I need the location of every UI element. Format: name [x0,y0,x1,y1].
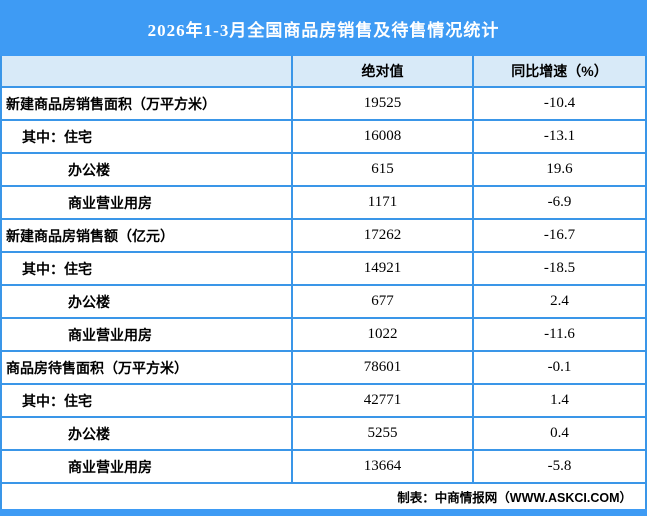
stats-table: 绝对值 同比增速（%） 新建商品房销售面积（万平方米） 19525 -10.4 其中：… [0,56,647,484]
column-header-absolute-value: 绝对值 [293,56,474,86]
table-row: 商业营业用房 1171 -6.9 [2,187,645,220]
absolute-value-cell: 615 [293,154,474,185]
table-row: 其中：住宅 16008 -13.1 [2,121,645,154]
absolute-value-cell: 1022 [293,319,474,350]
table-row: 商业营业用房 1022 -11.6 [2,319,645,352]
bottom-accent-bar [0,509,647,516]
table-row: 商业营业用房 13664 -5.8 [2,451,645,484]
column-header-empty [2,56,293,86]
absolute-value-cell: 14921 [293,253,474,284]
row-label: 其中：住宅 [2,121,293,152]
table-row: 商品房待售面积（万平方米） 78601 -0.1 [2,352,645,385]
absolute-value-cell: 1171 [293,187,474,218]
growth-rate-cell: -11.6 [544,326,575,342]
row-label: 办公楼 [2,154,293,185]
table-row: 办公楼 615 19.6 [2,154,645,187]
row-label: 新建商品房销售额（亿元） [2,220,293,251]
growth-rate-cell: 19.6 [546,161,573,177]
table-body: 新建商品房销售面积（万平方米） 19525 -10.4 其中：住宅 16008 -13.1… [2,88,645,484]
absolute-value-cell: 13664 [293,451,474,482]
absolute-value-cell: 17262 [293,220,474,251]
growth-rate-cell: 2.4 [550,293,569,309]
footer-row: 制表：中商情报网（WWW.ASKCI.COM） [0,484,647,509]
absolute-value-cell: 677 [293,286,474,317]
growth-rate-cell: -18.5 [543,260,576,276]
row-label: 办公楼 [2,286,293,317]
absolute-value-cell: 78601 [293,352,474,383]
growth-rate-cell: -0.1 [547,359,572,375]
absolute-value-cell: 42771 [293,385,474,416]
footer-credit: 制表：中商情报网（WWW.ASKCI.COM） [397,491,632,505]
row-label: 商业营业用房 [2,451,293,482]
row-label: 其中：住宅 [2,385,293,416]
absolute-value-cell: 19525 [293,88,474,119]
row-label: 商业营业用房 [2,187,293,218]
table-row: 办公楼 677 2.4 [2,286,645,319]
table-row: 新建商品房销售额（亿元） 17262 -16.7 [2,220,645,253]
growth-rate-cell: -5.8 [547,458,572,474]
row-label: 新建商品房销售面积（万平方米） [2,88,293,119]
table-row: 其中：住宅 14921 -18.5 [2,253,645,286]
growth-rate-cell: -13.1 [543,128,576,144]
table-header-row: 绝对值 同比增速（%） [2,56,645,88]
row-label: 商品房待售面积（万平方米） [2,352,293,383]
growth-rate-cell: -16.7 [543,227,576,243]
growth-rate-cell: 1.4 [550,392,569,408]
growth-rate-cell: 0.4 [550,425,569,441]
row-label: 其中：住宅 [2,253,293,284]
column-header-yoy-growth: 同比增速（%） [511,63,608,79]
row-label: 办公楼 [2,418,293,449]
title-bar: 2026年1-3月全国商品房销售及待售情况统计 [0,0,647,56]
absolute-value-cell: 16008 [293,121,474,152]
table-row: 其中：住宅 42771 1.4 [2,385,645,418]
absolute-value-cell: 5255 [293,418,474,449]
page-title: 2026年1-3月全国商品房销售及待售情况统计 [147,20,500,40]
table-row: 新建商品房销售面积（万平方米） 19525 -10.4 [2,88,645,121]
table-row: 办公楼 5255 0.4 [2,418,645,451]
row-label: 商业营业用房 [2,319,293,350]
growth-rate-cell: -6.9 [547,194,572,210]
growth-rate-cell: -10.4 [543,95,576,111]
